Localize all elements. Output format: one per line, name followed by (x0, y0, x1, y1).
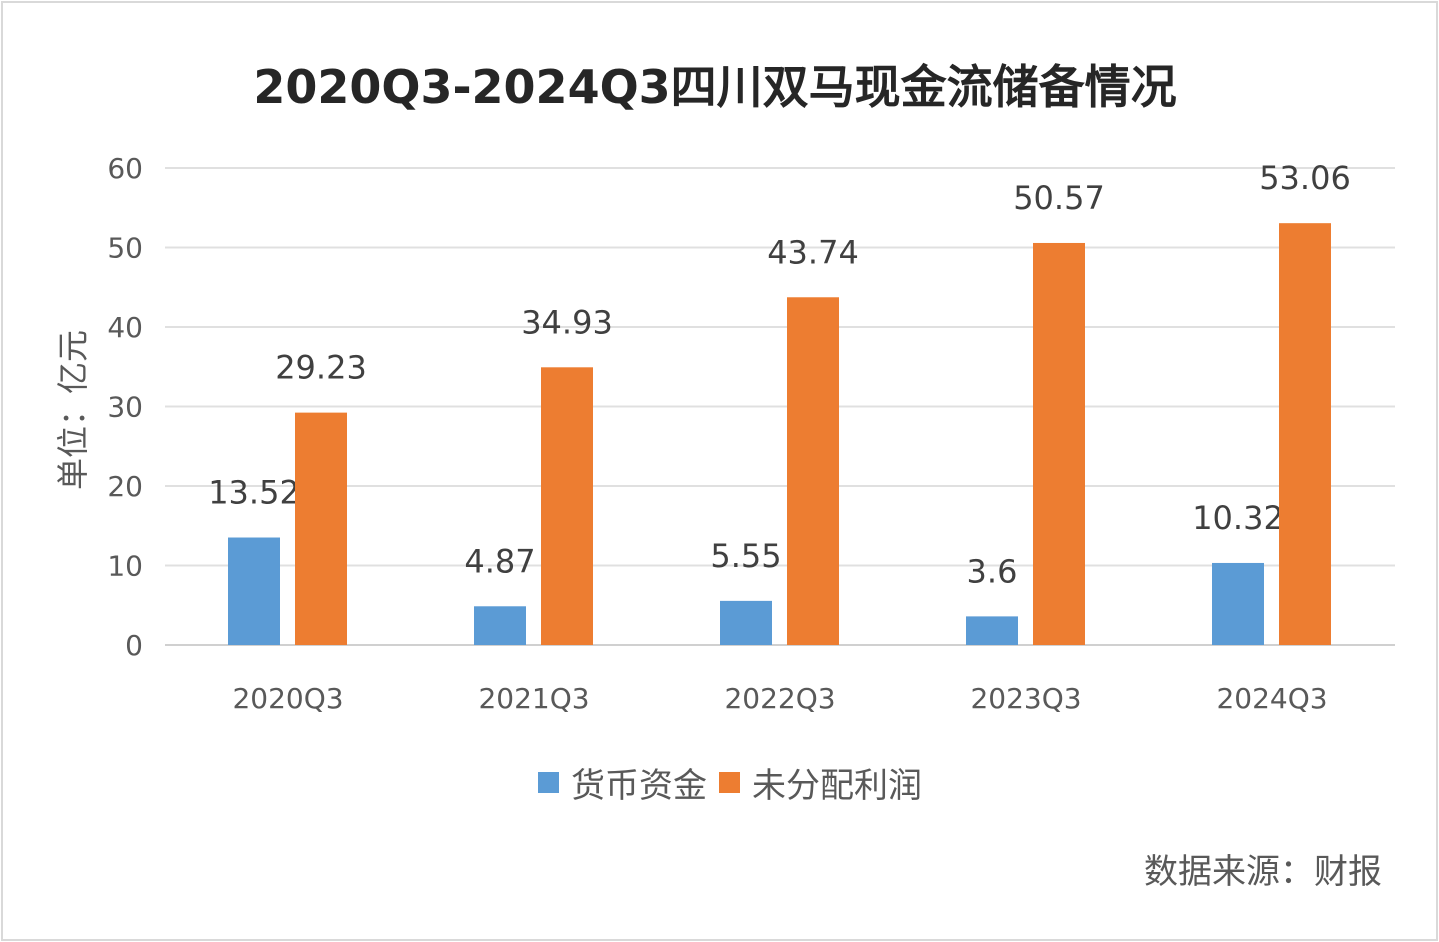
bar-cash (720, 600, 772, 645)
x-tick-label: 2020Q3 (232, 682, 343, 715)
y-tick-label: 20 (107, 470, 143, 503)
bar-retained-earnings (1279, 223, 1331, 645)
data-label: 10.32 (1192, 499, 1284, 537)
chart-title: 2020Q3-2024Q3四川双马现金流储备情况 (253, 60, 1176, 114)
x-tick-label: 2022Q3 (724, 682, 835, 715)
data-label: 50.57 (1013, 179, 1105, 217)
legend-label: 货币资金 (571, 766, 707, 806)
y-tick-label: 40 (107, 311, 143, 344)
data-label: 43.74 (767, 233, 859, 271)
x-tick-label: 2021Q3 (478, 682, 589, 715)
bar-cash (474, 606, 526, 645)
x-tick-label: 2023Q3 (970, 682, 1081, 715)
bar-cash (1212, 562, 1264, 645)
bar-retained-earnings (1033, 242, 1085, 645)
y-tick-label: 60 (107, 152, 143, 185)
y-axis-label: 单位：亿元 (54, 330, 92, 490)
data-label: 34.93 (521, 303, 613, 341)
legend-swatch (719, 772, 740, 793)
y-tick-label: 0 (125, 629, 143, 662)
bar-retained-earnings (541, 367, 593, 645)
source-note: 数据来源：财报 (1144, 852, 1382, 892)
data-label: 13.52 (208, 474, 300, 512)
bar-cash (966, 616, 1018, 645)
data-label: 4.87 (464, 542, 535, 580)
legend-label: 未分配利润 (752, 766, 922, 806)
x-tick-label: 2024Q3 (1216, 682, 1327, 715)
data-label: 5.55 (710, 537, 781, 575)
y-tick-label: 10 (107, 550, 143, 583)
y-tick-label: 50 (107, 232, 143, 265)
bar-retained-earnings (787, 297, 839, 645)
y-tick-label: 30 (107, 391, 143, 424)
bar-retained-earnings (295, 412, 347, 645)
bar-cash (228, 537, 280, 645)
data-label: 53.06 (1259, 159, 1351, 197)
legend-swatch (538, 772, 559, 793)
data-label: 29.23 (275, 349, 367, 387)
data-label: 3.6 (967, 552, 1018, 590)
